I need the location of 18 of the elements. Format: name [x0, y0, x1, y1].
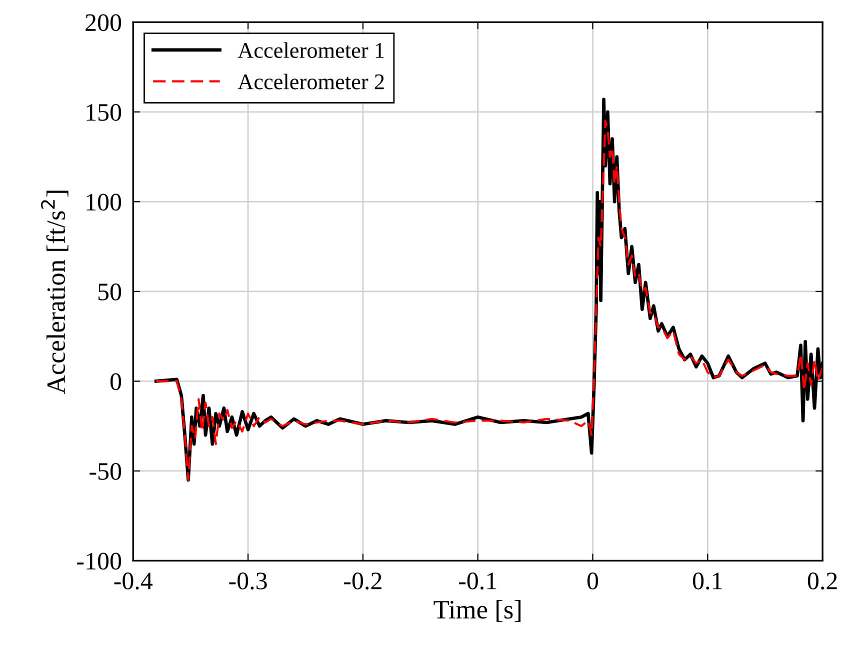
x-axis-title: Time [s]	[434, 600, 520, 622]
y-axis-title: Acceleration [ft/s$^{2}$]	[41, 190, 68, 394]
y-tick-label: 150	[86, 104, 122, 121]
y-tick-label: 200	[86, 14, 122, 32]
x-tick-label: 0.1	[692, 572, 722, 590]
x-tick-label: -0.1	[458, 572, 496, 590]
x-tick-label: 0	[587, 572, 598, 590]
x-tick-label: 0.2	[808, 572, 837, 590]
y-tick-label: -100	[77, 552, 122, 570]
y-tick-label: 0	[110, 373, 122, 390]
x-tick-label: -0.2	[344, 572, 382, 590]
y-tick-label: 50	[98, 283, 122, 300]
y-tick-label: 100	[86, 194, 122, 211]
x-tick-label: -0.4	[114, 572, 153, 590]
legend-label: Accelerometer 1	[238, 42, 384, 58]
y-tick-label: -50	[90, 463, 122, 480]
x-tick-label: -0.3	[229, 572, 267, 590]
legend-label: Accelerometer 2	[238, 74, 384, 90]
